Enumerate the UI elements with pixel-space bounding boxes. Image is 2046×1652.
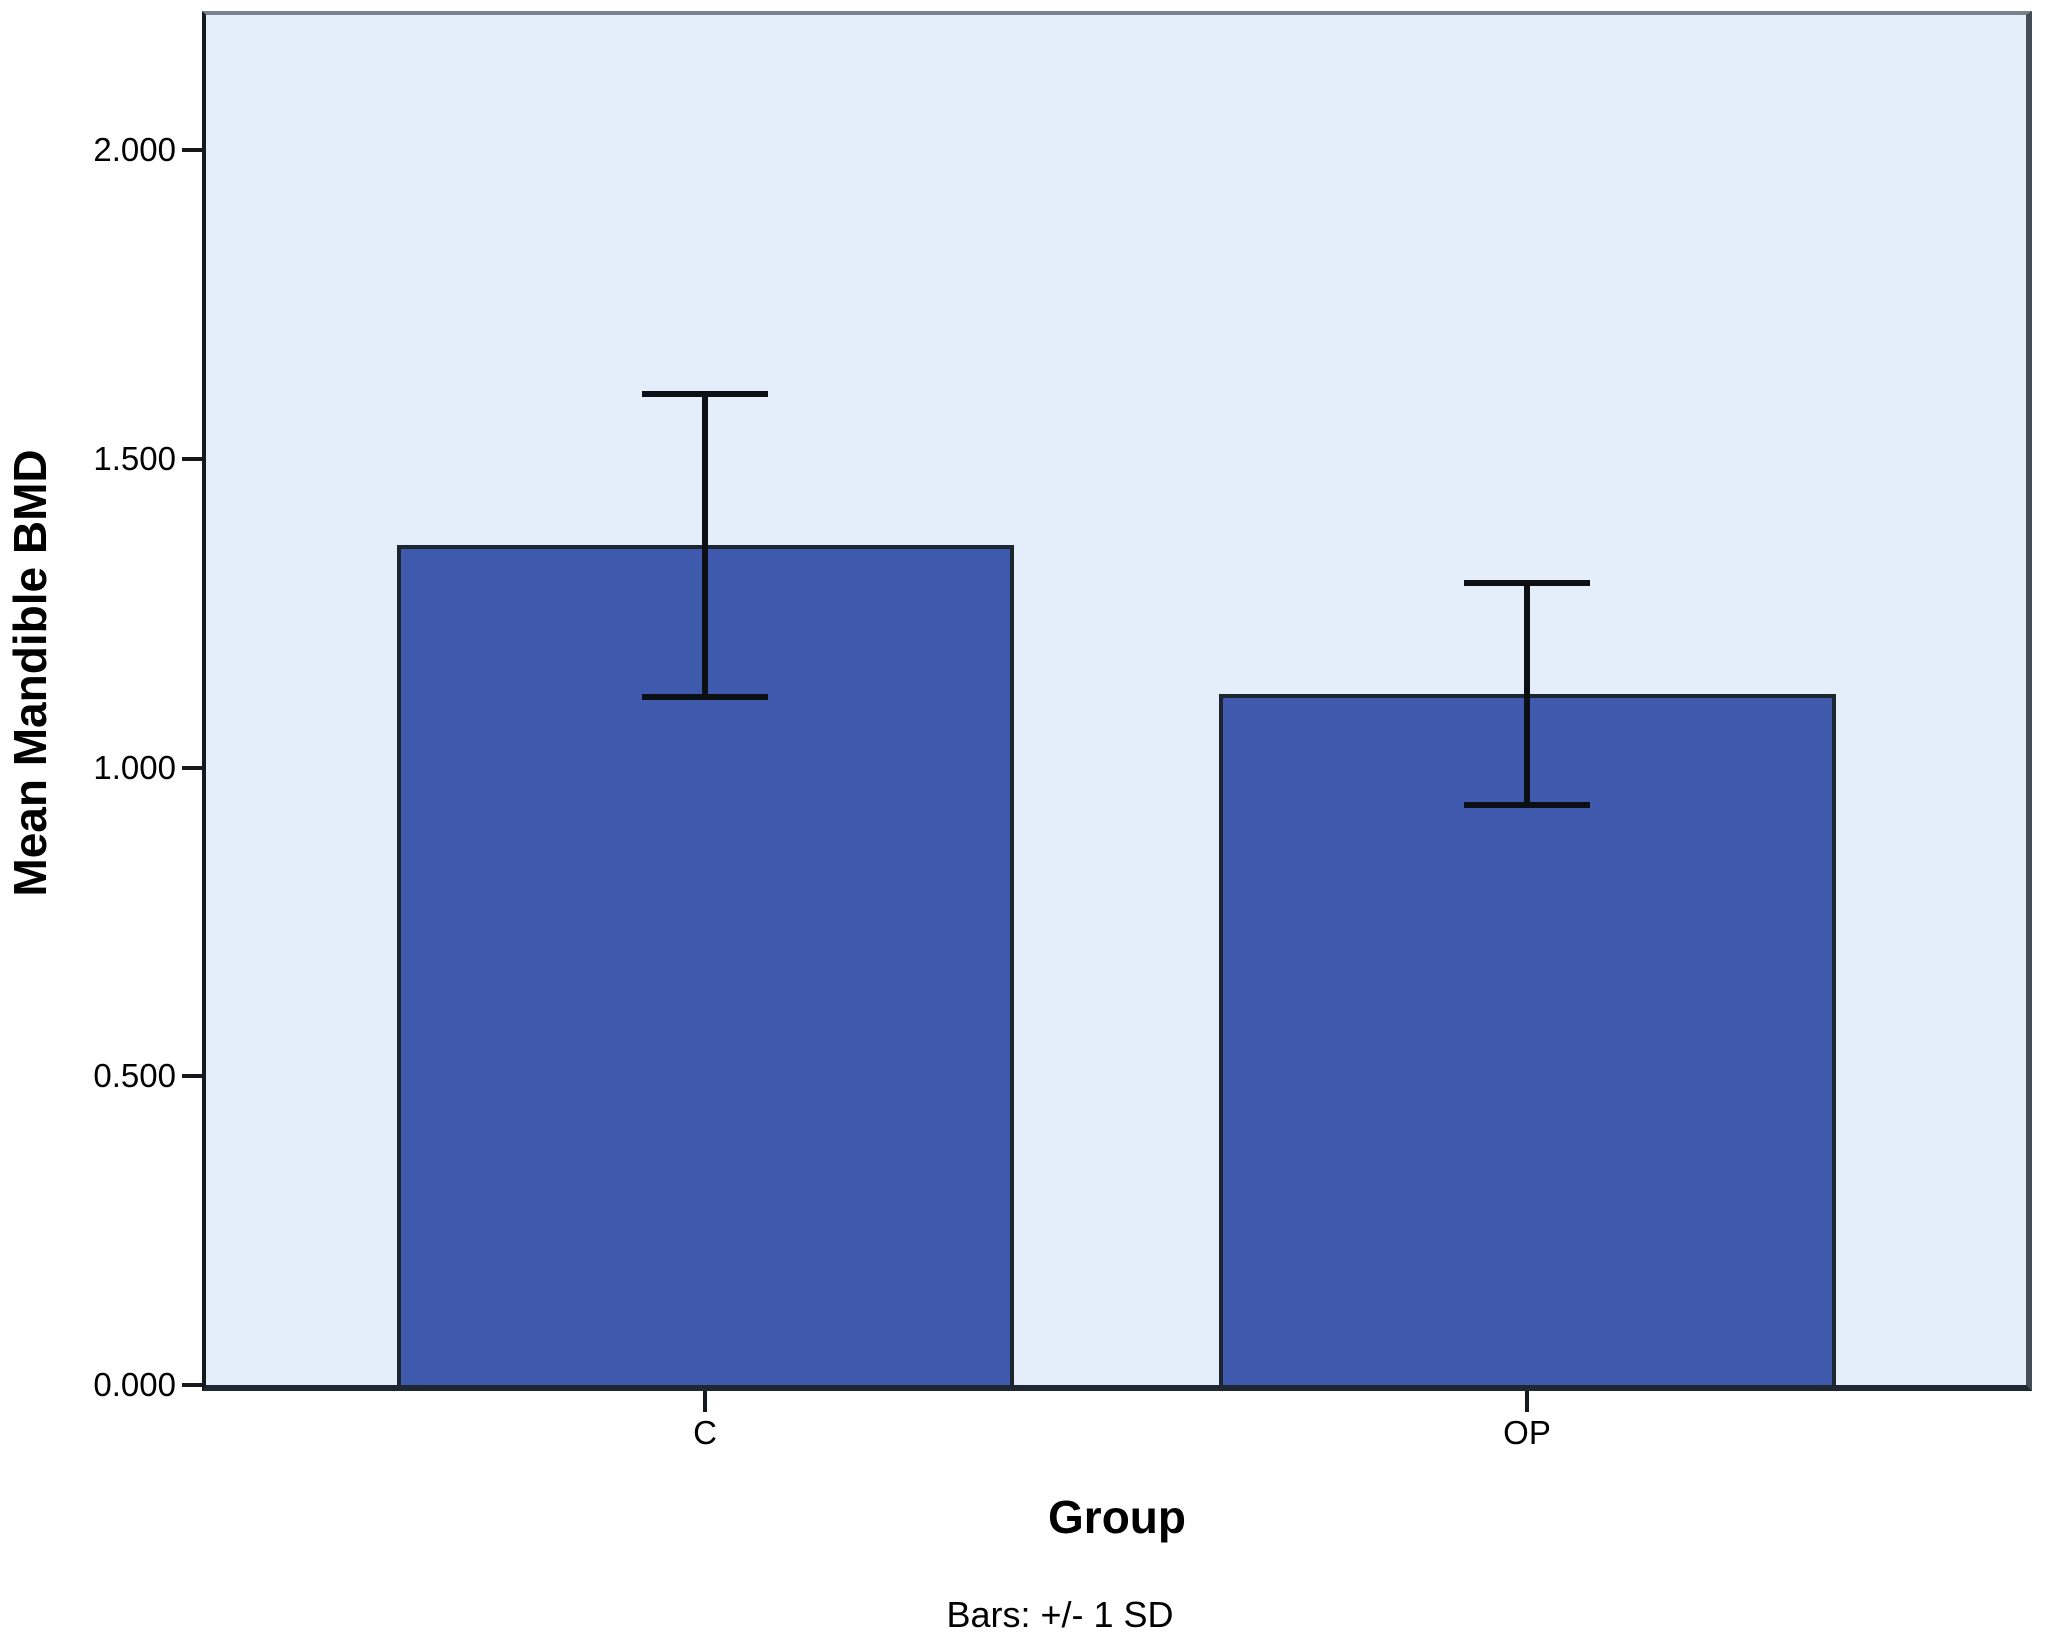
y-tick-label-1.500: 1.500 <box>93 440 176 478</box>
y-tick-label-2.000: 2.000 <box>93 131 176 169</box>
error-bar-cap-bottom-OP <box>1464 801 1590 808</box>
x-tick-label-OP: OP <box>1503 1414 1551 1451</box>
x-axis-title: Group <box>1048 1491 1186 1543</box>
error-bar-cap-top-C <box>642 391 768 398</box>
error-bar-line-C <box>702 394 708 697</box>
y-tick-2.000 <box>182 148 202 153</box>
error-bar-line-OP <box>1524 582 1530 805</box>
x-tick-label-C: C <box>693 1414 717 1451</box>
y-tick-0.500 <box>182 1074 202 1079</box>
y-tick-label-0.500: 0.500 <box>93 1057 176 1095</box>
x-tick-C <box>703 1391 707 1412</box>
error-bar-cap-top-OP <box>1464 579 1590 586</box>
y-tick-1.000 <box>182 765 202 770</box>
y-tick-label-0.000: 0.000 <box>93 1366 176 1403</box>
error-bar-cap-bottom-C <box>642 693 768 700</box>
y-tick-1.500 <box>182 457 202 462</box>
error-bar-footnote: Bars: +/- 1 SD <box>946 1594 1174 1635</box>
y-axis-title: Mean Mandible BMD <box>4 449 56 897</box>
plot-area <box>202 11 2032 1391</box>
x-tick-OP <box>1525 1391 1529 1412</box>
y-tick-label-1.000: 1.000 <box>93 748 176 786</box>
bar-OP <box>1218 693 1836 1385</box>
y-tick-0.000 <box>182 1383 202 1387</box>
